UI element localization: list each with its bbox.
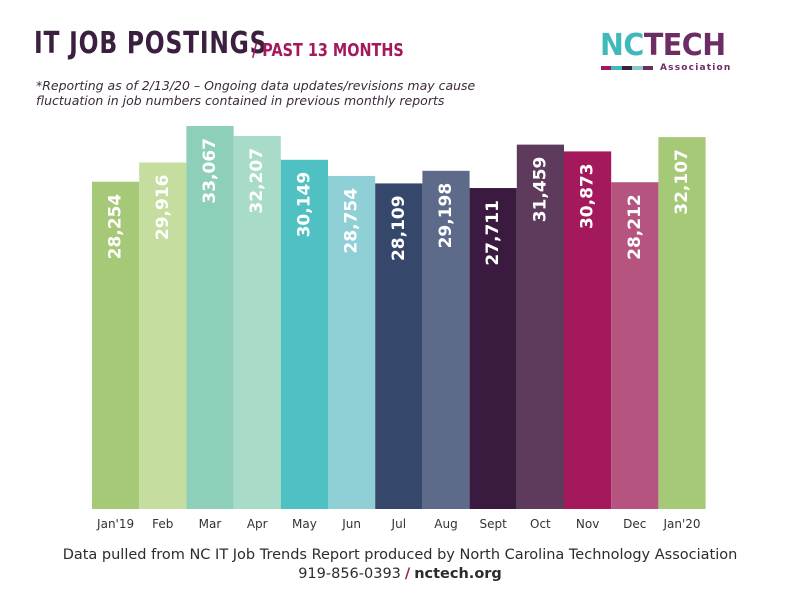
- contact-line: 919-856-0393/nctech.org: [0, 566, 800, 582]
- logo-stripe-segment: [642, 66, 654, 70]
- bar-0: [92, 181, 140, 510]
- category-label: Sept: [480, 517, 508, 531]
- bar-12: [658, 137, 706, 509]
- contact-separator: /: [404, 566, 411, 582]
- category-label: Apr: [247, 517, 268, 531]
- logo-wordmark: NCTECH: [600, 30, 726, 62]
- bar-3: [233, 135, 281, 509]
- bar-value-label: 29,916: [153, 174, 173, 240]
- bar-value-label: 29,198: [436, 183, 456, 249]
- website-link[interactable]: nctech.org: [414, 566, 502, 582]
- bar-value-label: 28,212: [625, 194, 645, 260]
- category-label: Jan'20: [662, 517, 700, 531]
- category-label: Nov: [576, 517, 599, 531]
- category-label: Dec: [623, 517, 646, 531]
- bar-5: [328, 175, 376, 510]
- bar-7: [422, 170, 470, 509]
- chart-subtitle: / PAST 13 MONTHS: [252, 40, 404, 61]
- bar-value-label: 28,254: [106, 194, 126, 260]
- bar-value-label: 32,207: [247, 148, 267, 214]
- source-note: Data pulled from NC IT Job Trends Report…: [62, 547, 738, 563]
- bar-1: [139, 162, 187, 510]
- nctech-logo: NCTECH Association: [600, 30, 750, 76]
- logo-stripe-segment: [611, 66, 622, 70]
- category-label: Jun: [341, 517, 361, 531]
- category-label: Jul: [391, 517, 406, 531]
- bar-value-label: 28,754: [342, 188, 362, 254]
- logo-tagline: Association: [660, 63, 732, 73]
- bar-value-label: 32,107: [672, 149, 692, 215]
- reporting-note: *Reporting as of 2/13/20 – Ongoing data …: [36, 78, 476, 108]
- bar-value-label: 31,459: [530, 157, 550, 223]
- bar-value-label: 33,067: [200, 138, 220, 204]
- bar-10: [564, 151, 612, 509]
- logo-nc: NC: [600, 28, 644, 63]
- bar-value-label: 30,873: [578, 163, 598, 229]
- bar-8: [469, 188, 517, 509]
- category-label: Feb: [152, 517, 173, 531]
- bar-2: [186, 126, 234, 509]
- title-row: IT JOB POSTINGS: [34, 26, 333, 61]
- category-label: Aug: [434, 517, 457, 531]
- category-label: Jan'19: [96, 517, 134, 531]
- category-label: Mar: [199, 517, 222, 531]
- bar-chart: 28,254 Jan'19 29,916 Feb 33,067 Mar 32,207 Apr 3…: [92, 126, 706, 531]
- bar-value-label: 27,711: [483, 200, 503, 266]
- logo-stripe-segment: [621, 66, 633, 70]
- logo-stripe-segment: [601, 66, 612, 70]
- logo-tech: TECH: [643, 28, 726, 63]
- bar-value-label: 28,109: [389, 195, 409, 261]
- phone-number: 919-856-0393: [298, 566, 401, 582]
- bar-4: [280, 159, 328, 510]
- bar-11: [611, 182, 659, 509]
- category-label: Oct: [530, 517, 551, 531]
- logo-color-stripe: [601, 66, 654, 70]
- bar-value-label: 30,149: [294, 172, 314, 238]
- logo-stripe-segment: [632, 66, 643, 70]
- category-label: May: [292, 517, 317, 531]
- bar-6: [375, 183, 423, 509]
- bar-9: [516, 144, 564, 509]
- chart-title: IT JOB POSTINGS: [34, 26, 268, 61]
